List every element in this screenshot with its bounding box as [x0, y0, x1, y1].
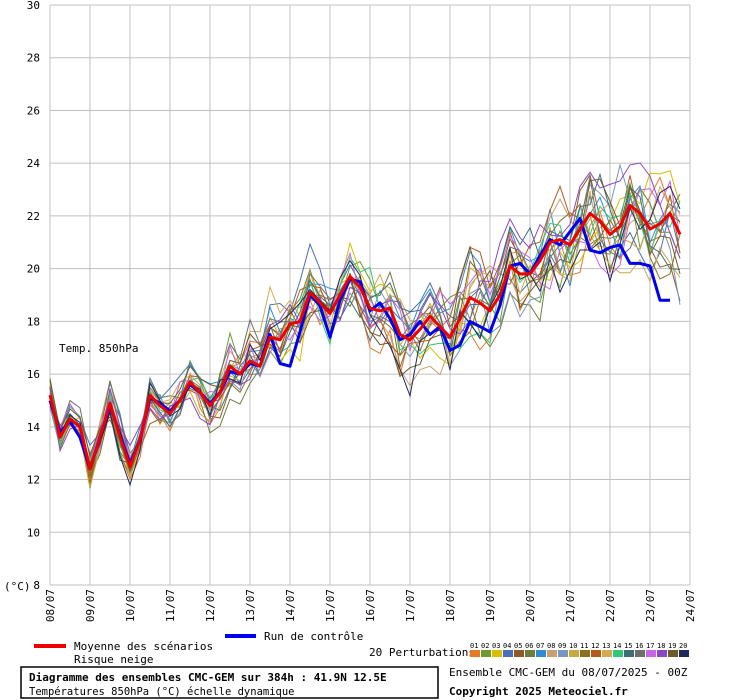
perturbation-line — [49, 170, 681, 479]
perturbation-id: 18 — [657, 642, 665, 650]
legend: Moyenne des scénarios Risque neige Run d… — [34, 630, 689, 666]
perturbation-swatch — [536, 650, 546, 657]
x-tick-label: 13/07 — [244, 589, 257, 622]
copyright: Copyright 2025 Meteociel.fr — [449, 685, 628, 698]
x-tick-label: 12/07 — [204, 589, 217, 622]
perturbation-swatch — [558, 650, 568, 657]
perturbation-swatch — [657, 650, 667, 657]
perturbation-id: 09 — [558, 642, 566, 650]
main-lines — [48, 203, 682, 471]
perturbation-id: 03 — [492, 642, 500, 650]
y-tick-label: 16 — [27, 368, 40, 381]
perturbation-swatch — [569, 650, 579, 657]
chart-subtitle: Températures 850hPa (°C) échelle dynamiq… — [29, 686, 295, 698]
x-tick-label: 18/07 — [444, 589, 457, 622]
y-tick-label: 20 — [27, 263, 40, 276]
chart-title: Diagramme des ensembles CMC-GEM sur 384h… — [29, 671, 387, 684]
perturbation-swatch — [514, 650, 524, 657]
legend-snow-label: Risque neige — [74, 653, 153, 666]
perturbation-id: 17 — [646, 642, 654, 650]
x-tick-label: 23/07 — [644, 589, 657, 622]
perturbation-id: 16 — [635, 642, 643, 650]
perturbation-swatch — [602, 650, 612, 657]
run-info: Ensemble CMC-GEM du 08/07/2025 - 00Z — [449, 666, 688, 679]
perturbation-id: 02 — [481, 642, 489, 650]
x-tick-label: 22/07 — [604, 589, 617, 622]
perturbation-legend: 01 02 03 04 05 06 07 08 09 10 11 12 13 14 15 16 17 18 19 20 — [470, 642, 689, 657]
y-tick-label: 18 — [27, 315, 40, 328]
x-tick-label: 14/07 — [284, 589, 297, 622]
perturbation-swatch — [646, 650, 656, 657]
perturbation-id: 04 — [503, 642, 511, 650]
y-tick-label: 22 — [27, 210, 40, 223]
perturbation-id: 12 — [591, 642, 599, 650]
y-unit-label: (°C) — [4, 580, 31, 593]
y-tick-label: 24 — [27, 157, 41, 170]
perturbation-swatch — [635, 650, 645, 657]
perturbation-id: 01 — [470, 642, 478, 650]
perturbation-id: 15 — [624, 642, 632, 650]
perturbation-swatch — [679, 650, 689, 657]
x-axis-ticks: 08/07 09/07 10/07 11/07 12/07 13/07 14/07 15/07… — [44, 589, 697, 622]
perturbation-id: 07 — [536, 642, 544, 650]
perturbation-id: 05 — [514, 642, 522, 650]
mean-line — [48, 203, 682, 471]
perturbation-id: 13 — [602, 642, 610, 650]
x-tick-label: 20/07 — [524, 589, 537, 622]
y-tick-label: 10 — [27, 526, 40, 539]
y-tick-label: 26 — [27, 104, 40, 117]
perturbation-lines — [49, 162, 681, 489]
x-tick-label: 15/07 — [324, 589, 337, 622]
x-tick-label: 24/07 — [684, 589, 697, 622]
x-tick-label: 21/07 — [564, 589, 577, 622]
perturbation-id: 14 — [613, 642, 621, 650]
y-tick-label: 28 — [27, 52, 40, 65]
perturbation-line — [49, 179, 681, 468]
x-tick-label: 19/07 — [484, 589, 497, 622]
perturbation-id: 06 — [525, 642, 533, 650]
perturbation-swatch — [580, 650, 590, 657]
x-tick-label: 17/07 — [404, 589, 417, 622]
perturbation-id: 11 — [580, 642, 588, 650]
perturbation-swatch — [668, 650, 678, 657]
y-tick-label: 8 — [33, 579, 40, 592]
perturbation-swatch — [624, 650, 634, 657]
perturbation-id: 20 — [679, 642, 687, 650]
legend-control-label: Run de contrôle — [264, 630, 363, 643]
perturbation-swatch — [613, 650, 623, 657]
x-tick-label: 08/07 — [44, 589, 57, 622]
y-tick-label: 12 — [27, 474, 40, 487]
legend-perturbations-label: 20 Perturbations — [369, 646, 475, 659]
perturbation-line — [49, 178, 681, 473]
x-tick-label: 09/07 — [84, 589, 97, 622]
perturbation-line — [49, 175, 681, 484]
y-axis-ticks: 8 10 12 14 16 18 20 22 24 26 28 30 — [27, 0, 41, 592]
x-tick-label: 11/07 — [164, 589, 177, 622]
perturbation-id: 19 — [668, 642, 676, 650]
perturbation-line — [49, 195, 681, 455]
perturbation-swatch — [470, 650, 480, 657]
y-tick-label: 14 — [27, 421, 41, 434]
y-tick-label: 30 — [27, 0, 40, 12]
title-box — [20, 666, 439, 699]
perturbation-swatch — [503, 650, 513, 657]
perturbation-swatch — [525, 650, 535, 657]
perturbation-swatch — [547, 650, 557, 657]
perturbation-line — [49, 222, 681, 488]
perturbation-id: 08 — [547, 642, 555, 650]
perturbation-id: 10 — [569, 642, 577, 650]
perturbation-line — [49, 176, 681, 465]
perturbation-swatch — [481, 650, 491, 657]
perturbation-line — [49, 162, 681, 467]
perturbation-swatch — [492, 650, 502, 657]
x-tick-label: 10/07 — [124, 589, 137, 622]
x-tick-label: 16/07 — [364, 589, 377, 622]
parameter-label: Temp. 850hPa — [59, 342, 138, 355]
perturbation-line — [49, 187, 681, 486]
legend-mean-label: Moyenne des scénarios — [74, 640, 213, 653]
perturbation-swatch — [591, 650, 601, 657]
